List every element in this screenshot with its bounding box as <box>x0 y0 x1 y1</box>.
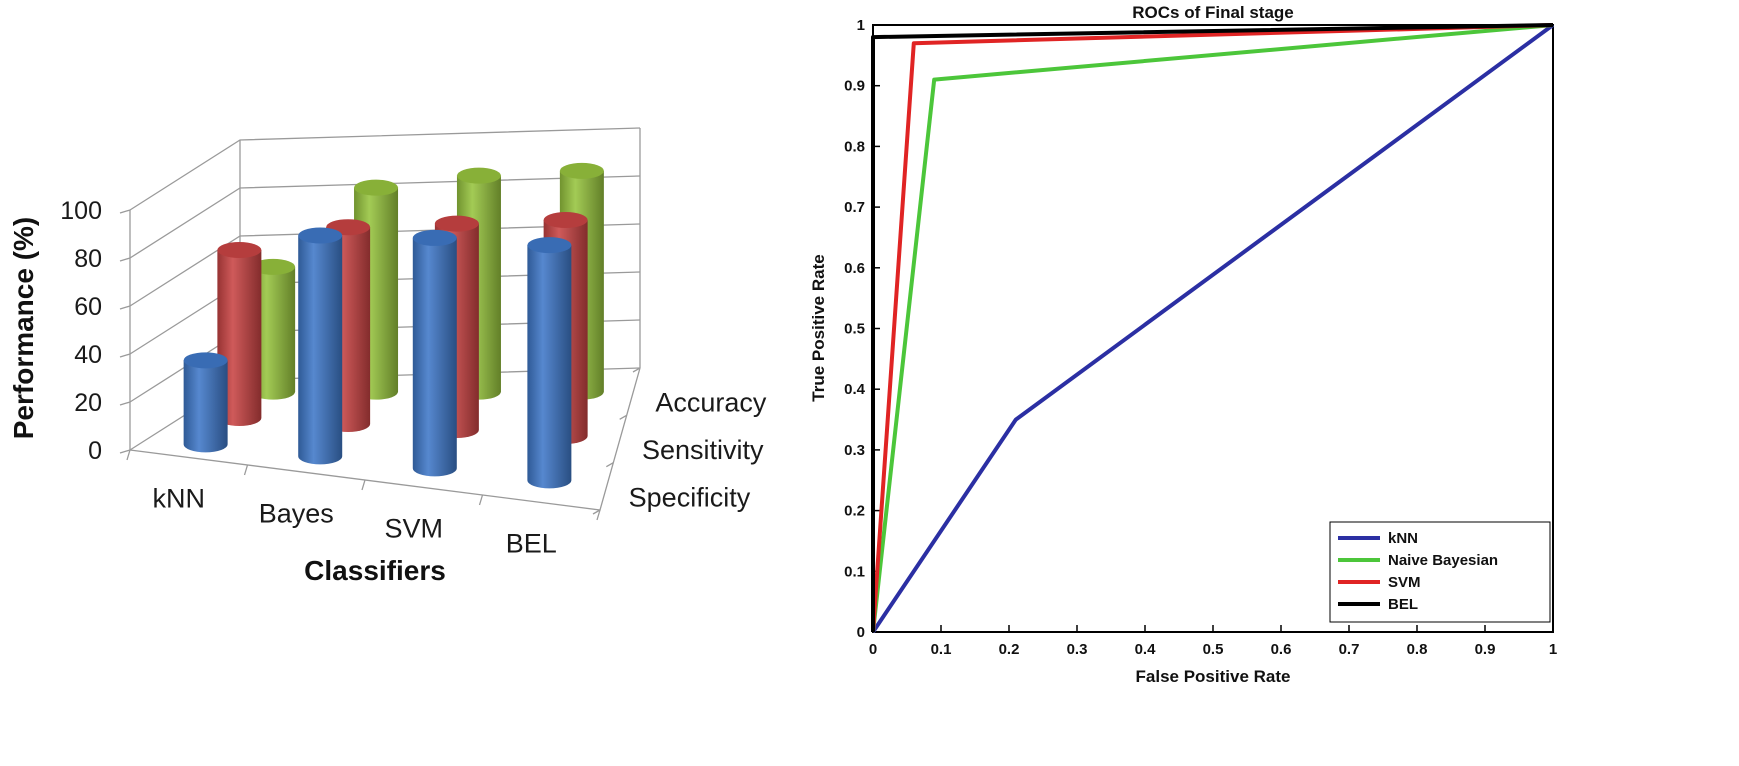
y-tick-mark <box>119 257 131 262</box>
bar-specificity-svm <box>412 229 457 477</box>
y-tick-mark <box>119 401 131 406</box>
cylinder-bars <box>183 162 604 489</box>
series-label: Accuracy <box>655 388 767 418</box>
series-label: Sensitivity <box>642 435 764 465</box>
y-axis-ticks: 0 20 40 60 80 100 <box>60 197 102 465</box>
depth-tick-mark <box>619 414 627 420</box>
series-label: Specificity <box>629 482 751 512</box>
x-tick-label: 0.3 <box>1067 641 1088 658</box>
roc-line-bel <box>871 23 1554 632</box>
legend-label: SVM <box>1388 574 1421 591</box>
y-tick-label: 0 <box>857 624 865 641</box>
y-tick-label: 0.8 <box>844 138 865 155</box>
x-tick-label: 0.4 <box>1135 641 1157 658</box>
y-tick-label: 0.1 <box>844 563 865 580</box>
series-depth-labels: Specificity Sensitivity Accuracy <box>629 388 767 513</box>
cylinder-body <box>251 266 296 400</box>
category-label: BEL <box>506 529 557 559</box>
x-tick-mark <box>243 464 249 476</box>
x-tick-mark <box>478 494 484 506</box>
roc-line-svm <box>871 23 1554 633</box>
y-tick-mark <box>119 305 131 310</box>
legend-label: Naive Bayesian <box>1388 552 1498 569</box>
x-tick-mark <box>126 449 131 461</box>
y-tick-mark <box>119 449 131 454</box>
cylinder-body <box>298 235 343 465</box>
roc-x-ticks: 0 0.1 0.2 0.3 0.4 0.5 0.6 0.7 0.8 0.9 1 <box>869 625 1557 658</box>
category-label: Bayes <box>259 499 334 529</box>
cylinder-top <box>434 215 479 232</box>
cylinder-body <box>527 245 572 489</box>
cylinder-top <box>527 237 572 254</box>
y-axis-title: Performance (%) <box>8 217 39 440</box>
roc-x-axis-title: False Positive Rate <box>1136 667 1291 686</box>
cylinder-body <box>412 237 457 477</box>
y-tick-label: 100 <box>60 197 102 225</box>
y-tick-label: 0.2 <box>844 503 865 520</box>
roc-line-knn <box>871 23 1555 634</box>
y-tick-label: 80 <box>74 245 102 273</box>
cylinder-top <box>251 258 296 275</box>
legend-label: BEL <box>1388 596 1418 613</box>
cylinder-top <box>412 229 457 246</box>
y-tick-label: 1 <box>857 17 865 34</box>
depth-tick-mark <box>606 462 614 468</box>
bar-specificity-knn <box>183 352 228 453</box>
bar-specificity-bayes <box>298 227 343 465</box>
x-tick-label: 0.9 <box>1475 641 1496 658</box>
x-tick-label: 0.7 <box>1339 641 1360 658</box>
depth-tick-mark <box>592 509 601 515</box>
y-tick-mark <box>119 209 131 214</box>
x-tick-label: 0.1 <box>931 641 952 658</box>
category-labels: kNN Bayes SVM BEL <box>153 484 557 559</box>
y-tick-label: 0.7 <box>844 199 865 216</box>
x-tick-label: 1 <box>1549 641 1557 658</box>
y-tick-mark <box>119 353 131 358</box>
x-tick-label: 0.5 <box>1203 641 1224 658</box>
x-tick-label: 0.2 <box>999 641 1020 658</box>
x-tick-mark <box>361 479 366 491</box>
roc-line-chart: ROCs of Final stage 00.10.20.30.40.50.60… <box>809 3 1557 686</box>
y-tick-label: 40 <box>74 341 102 369</box>
x-tick-mark <box>596 509 601 521</box>
roc-y-axis-title: True Positive Rate <box>809 254 828 401</box>
cylinder-body <box>183 360 228 453</box>
y-tick-label: 0.6 <box>844 260 865 277</box>
x-tick-label: 0 <box>869 641 877 658</box>
depth-tick-mark <box>632 367 641 373</box>
bar-specificity-bel <box>527 237 572 489</box>
x-tick-label: 0.8 <box>1407 641 1428 658</box>
cylinder-top <box>183 352 228 369</box>
y-tick-label: 0.4 <box>844 381 866 398</box>
y-tick-label: 0.3 <box>844 442 865 459</box>
cylinder-top <box>354 179 399 196</box>
y-tick-label: 0 <box>88 437 102 465</box>
cylinder-top <box>543 212 588 228</box>
cylinder-top <box>298 227 343 244</box>
legend-label: kNN <box>1388 530 1418 547</box>
roc-series-lines <box>871 23 1555 634</box>
bar-sensitivity-knn <box>217 242 262 426</box>
y-tick-label: 60 <box>74 293 102 321</box>
cylinder-top <box>559 162 604 179</box>
y-tick-label: 0.5 <box>844 321 865 338</box>
y-tick-label: 20 <box>74 389 102 417</box>
x-tick-label: 0.6 <box>1271 641 1292 658</box>
roc-legend: kNN Naive Bayesian SVM BEL <box>1329 521 1551 623</box>
bar-accuracy-knn <box>251 258 296 400</box>
roc-line-naive-bayesian <box>871 23 1554 633</box>
cylinder-top <box>217 242 262 258</box>
cylinder-body <box>217 250 262 426</box>
category-label: SVM <box>384 514 443 544</box>
y-tick-label: 0.9 <box>844 78 865 95</box>
roc-chart-title: ROCs of Final stage <box>1132 3 1294 22</box>
x-axis-title: Classifiers <box>304 555 446 586</box>
category-label: kNN <box>153 484 206 514</box>
cylinder-top <box>456 167 501 184</box>
